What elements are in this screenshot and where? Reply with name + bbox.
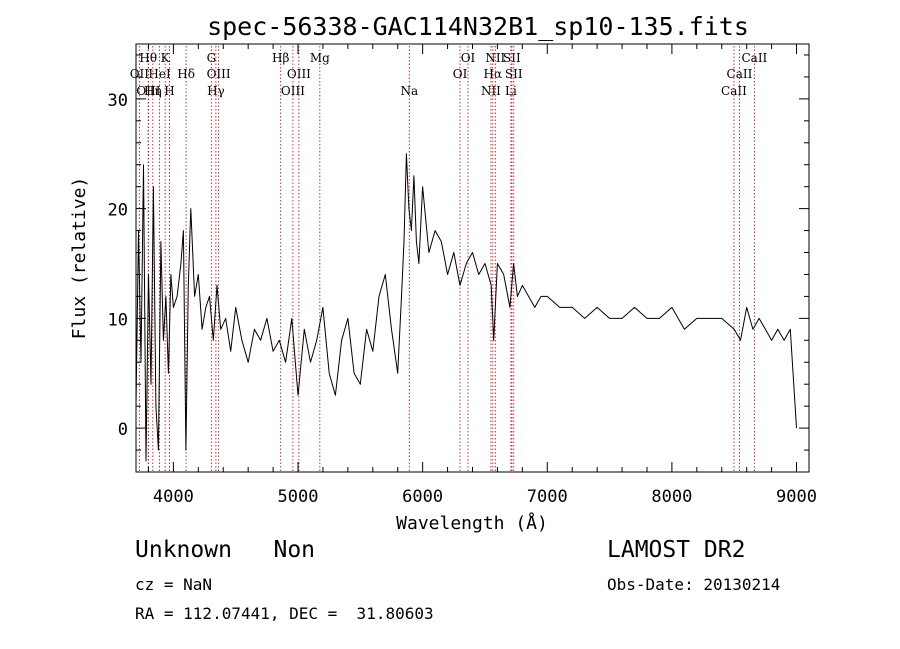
marker-label-15: Na bbox=[400, 84, 418, 98]
marker-label-13: OIII bbox=[287, 67, 311, 81]
x-tick-label-1: 5000 bbox=[278, 487, 319, 507]
x-axis-label: Wavelength (Å) bbox=[396, 512, 548, 534]
marker-label-19: Hα bbox=[484, 67, 503, 81]
marker-label-14: Mg bbox=[310, 51, 330, 65]
line-markers: OIIHθOIIIHηHeIKHHδGHγOIIIHβOIIIOIIIMgNaO… bbox=[130, 46, 768, 472]
y-tick-label-3: 30 bbox=[108, 91, 128, 111]
marker-label-5: K bbox=[161, 51, 171, 65]
coordinates-text: RA = 112.07441, DEC = 31.80603 bbox=[135, 604, 434, 623]
y-tick-label-0: 0 bbox=[118, 420, 128, 440]
marker-label-4: HeI bbox=[148, 67, 171, 81]
marker-label-16: OI bbox=[453, 67, 468, 81]
marker-label-25: CaII bbox=[727, 67, 753, 81]
marker-label-6: H bbox=[164, 84, 174, 98]
x-tick-label-2: 6000 bbox=[402, 487, 443, 507]
x-tick-label-5: 9000 bbox=[776, 487, 817, 507]
marker-label-11: Hβ bbox=[272, 51, 289, 65]
x-tick-label-4: 8000 bbox=[651, 487, 692, 507]
y-axis-label: Flux (relative) bbox=[69, 177, 90, 340]
chart-title: spec-56338-GAC114N32B1_sp10-135.fits bbox=[207, 12, 749, 41]
redshift-text: cz = NaN bbox=[135, 575, 213, 594]
marker-label-12: OIII bbox=[281, 84, 305, 98]
marker-label-7: Hδ bbox=[177, 67, 195, 81]
marker-label-22: SII bbox=[503, 51, 521, 65]
marker-label-8: G bbox=[207, 51, 217, 65]
marker-label-23: SII bbox=[505, 67, 523, 81]
marker-label-10: OIII bbox=[207, 67, 231, 81]
x-tick-label-0: 4000 bbox=[153, 487, 194, 507]
marker-label-3: Hη bbox=[144, 84, 162, 98]
marker-label-18: NII bbox=[481, 84, 501, 98]
obs-date-text: Obs-Date: 20130214 bbox=[607, 575, 781, 594]
y-tick-label-2: 20 bbox=[108, 201, 128, 221]
axis-ticks: 4000 5000 6000 7000 8000 9000 0 10 20 30 bbox=[108, 44, 817, 507]
plot-frame bbox=[135, 43, 810, 473]
survey-name: LAMOST DR2 bbox=[607, 537, 746, 563]
marker-label-0: OII bbox=[130, 67, 150, 81]
spectrum-series bbox=[135, 153, 797, 462]
x-tick-label-3: 7000 bbox=[527, 487, 568, 507]
marker-label-9: Hγ bbox=[207, 84, 225, 98]
marker-label-26: CaII bbox=[741, 51, 767, 65]
marker-label-21: Li bbox=[505, 84, 517, 98]
class-text: Unknown Non bbox=[135, 537, 316, 563]
marker-label-24: CaII bbox=[721, 84, 747, 98]
marker-label-2: OIII bbox=[136, 84, 160, 98]
y-tick-label-1: 10 bbox=[108, 310, 128, 330]
marker-label-20: NII bbox=[485, 51, 505, 65]
marker-label-17: OI bbox=[461, 51, 476, 65]
spectrum-line-0 bbox=[135, 153, 797, 462]
